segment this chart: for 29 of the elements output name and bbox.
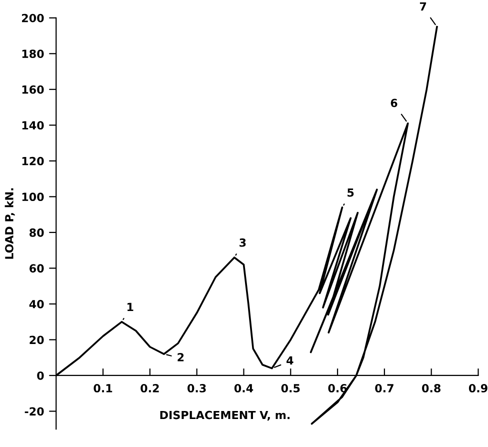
annotation: 1 xyxy=(128,302,134,312)
y-tick-label: 20 xyxy=(30,336,44,344)
y-tick-label: 80 xyxy=(30,228,44,237)
y-tick-label: 100 xyxy=(22,192,44,202)
annotation: 2 xyxy=(178,353,184,362)
x-axis-title: DISPLACEMENT V, m. xyxy=(160,410,290,421)
annotation: 3 xyxy=(240,238,246,247)
annotation: 5 xyxy=(348,188,354,197)
x-tick-label: 0.7 xyxy=(375,384,394,392)
y-tick-label: -20 xyxy=(24,407,44,416)
y-tick-label: 0 xyxy=(37,371,44,380)
x-tick-label: 0.4 xyxy=(234,384,254,392)
x-tick-label: 0.9 xyxy=(468,384,488,392)
y-tick-label: 180 xyxy=(22,50,44,58)
x-tick-label: 0.2 xyxy=(140,384,159,392)
x-tick-label: 0.3 xyxy=(188,384,206,392)
x-tick-label: 0.1 xyxy=(94,384,112,392)
y-tick-label: 40 xyxy=(29,300,44,308)
y-tick-label: 120 xyxy=(22,156,44,166)
y-tick-label: 60 xyxy=(30,264,44,273)
annotation: 7 xyxy=(420,2,426,10)
y-tick-label: 200 xyxy=(22,14,44,22)
y-tick-label: 140 xyxy=(22,121,44,130)
y-tick-label: 160 xyxy=(22,85,44,94)
annotation: 4 xyxy=(286,356,294,364)
y-axis-title: LOAD P, kN. xyxy=(4,188,15,259)
x-tick-label: 0.5 xyxy=(281,384,300,392)
annotation: 6 xyxy=(390,98,398,108)
x-tick-label: 0.8 xyxy=(422,384,440,392)
